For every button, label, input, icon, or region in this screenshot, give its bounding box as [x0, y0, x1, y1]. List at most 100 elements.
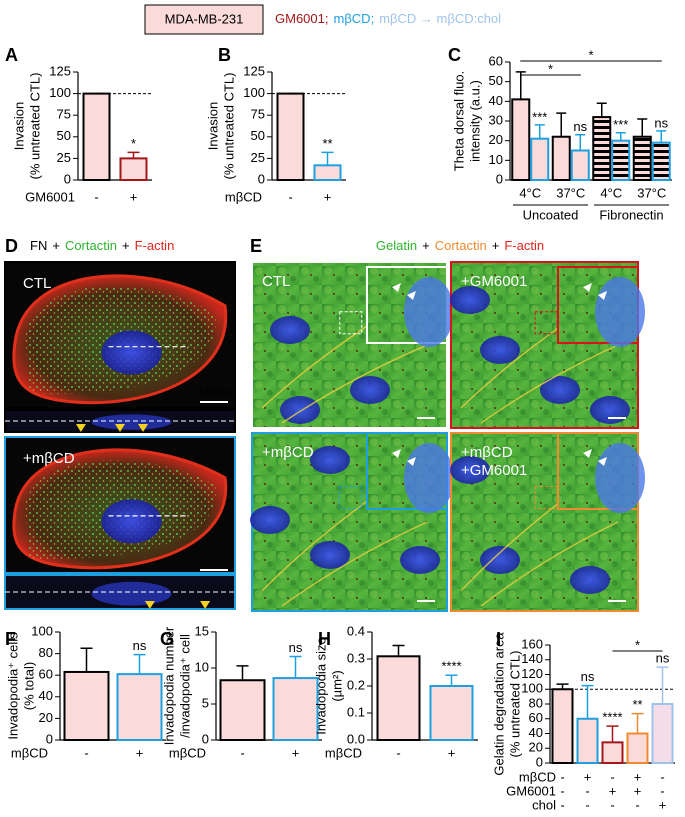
xz-nucleus: [91, 414, 172, 430]
nucleus: [450, 286, 490, 314]
y-tick-label: 0: [536, 754, 543, 769]
row-label: mβCD: [519, 769, 556, 784]
image-label: +mβCD: [262, 444, 314, 461]
roi: [339, 485, 363, 509]
roi: [534, 311, 558, 335]
y-tick-label: 0.4: [347, 623, 365, 638]
y-tick-label: 0: [258, 171, 265, 186]
significance: ***: [532, 109, 547, 124]
inset-nucleus: [404, 277, 454, 347]
row-sign: +: [448, 745, 456, 760]
panel-letter: I: [496, 629, 501, 649]
y-tick-label: 40: [39, 688, 53, 703]
row-sign: -: [610, 769, 614, 784]
y-axis-label: Invadopodia⁺ cells: [5, 632, 20, 740]
row-sign: +: [634, 783, 642, 798]
y-tick-label: 0: [496, 171, 503, 186]
error-bar: [556, 683, 569, 690]
y-axis-label: Invasion: [205, 102, 220, 150]
y-tick-label: 60: [529, 710, 543, 725]
nucleus: [310, 446, 350, 474]
y-tick-label: 50: [489, 73, 503, 88]
significance: *: [131, 136, 136, 151]
nucleus: [590, 396, 630, 424]
y-axis-label: intensity (a.u.): [467, 80, 482, 162]
bar: [82, 92, 111, 181]
panel-letter: H: [318, 629, 331, 649]
nucleus: [350, 376, 390, 404]
row-sign: +: [634, 769, 642, 784]
x-tick-label: 37°C: [556, 185, 585, 200]
row-label: mβCD: [225, 189, 262, 204]
bar: [530, 137, 550, 181]
panel-letter: C: [448, 45, 461, 65]
panel-title-part: F-actin: [135, 238, 175, 253]
y-axis-label: (% untreated CTL): [507, 651, 522, 758]
roi: [534, 485, 558, 509]
bar: [116, 673, 163, 741]
row-sign: -: [660, 769, 664, 784]
arrowhead: [598, 291, 607, 300]
y-tick-label: 10: [195, 659, 209, 674]
y-tick-label: 30: [489, 112, 503, 127]
row-sign: -: [94, 189, 98, 204]
row-label: chol: [532, 797, 556, 812]
y-tick-label: 75: [57, 107, 71, 122]
panel-title-part: Cortactin: [65, 238, 117, 253]
image-label: CTL: [23, 275, 51, 292]
y-axis-label: (% untreated CTL): [27, 73, 42, 180]
panel-title-part: FN: [30, 238, 47, 253]
header-legend: GM6001; mβCD; mβCD → mβCD:chol: [275, 11, 501, 26]
panel-letter: A: [5, 45, 18, 65]
bar: [272, 677, 319, 742]
panel-title: Gelatin + Cortactin + F-actin: [376, 238, 544, 253]
image-label: +mβCD: [461, 444, 513, 461]
bar: [551, 135, 571, 182]
xz-nucleus: [91, 581, 172, 606]
error-bar: [321, 151, 334, 166]
bar: [313, 164, 342, 181]
panel-letter: F: [5, 629, 16, 649]
arrowhead: [200, 601, 211, 609]
arrowhead: [583, 449, 592, 458]
arrowhead: [144, 601, 155, 609]
group-label: Uncoated: [523, 207, 579, 222]
error-bar: [236, 665, 249, 681]
panel-title-part: +: [422, 238, 430, 253]
y-tick-label: 0.3: [347, 650, 365, 665]
image-label: CTL: [262, 273, 290, 290]
error-bar: [615, 132, 626, 141]
y-tick-label: 25: [57, 150, 71, 165]
header-legend-part: mβCD → mβCD:chol: [379, 11, 501, 26]
cell-line: MDA-MB-231: [165, 11, 244, 26]
row-label: mβCD: [325, 745, 362, 760]
arrowhead: [407, 457, 416, 466]
significance: ns: [581, 669, 595, 684]
y-tick-label: 0: [64, 171, 71, 186]
nucleus: [270, 316, 310, 344]
significance: ns: [656, 651, 670, 666]
bar: [570, 149, 590, 181]
row-sign: +: [292, 745, 300, 760]
panel-title-part: +: [52, 238, 60, 253]
row-sign: +: [324, 189, 332, 204]
error-bar: [656, 666, 669, 704]
y-tick-label: 10: [489, 152, 503, 167]
error-bar: [581, 684, 594, 719]
panel-letter: E: [250, 236, 262, 256]
row-sign: +: [584, 769, 592, 784]
y-axis-label: Invasion: [11, 102, 26, 150]
error-bar: [637, 118, 648, 137]
y-tick-label: 100: [49, 85, 71, 100]
row-label: GM6001: [25, 189, 75, 204]
y-tick-label: 15: [195, 623, 209, 638]
inset-nucleus: [595, 443, 645, 513]
row-sign: -: [660, 783, 664, 798]
y-tick-label: 140: [521, 651, 543, 666]
bar: [63, 670, 110, 742]
y-axis-label: (µm²): [329, 670, 344, 701]
row-sign: -: [560, 797, 564, 812]
y-tick-label: 160: [521, 636, 543, 651]
bar: [651, 703, 674, 764]
